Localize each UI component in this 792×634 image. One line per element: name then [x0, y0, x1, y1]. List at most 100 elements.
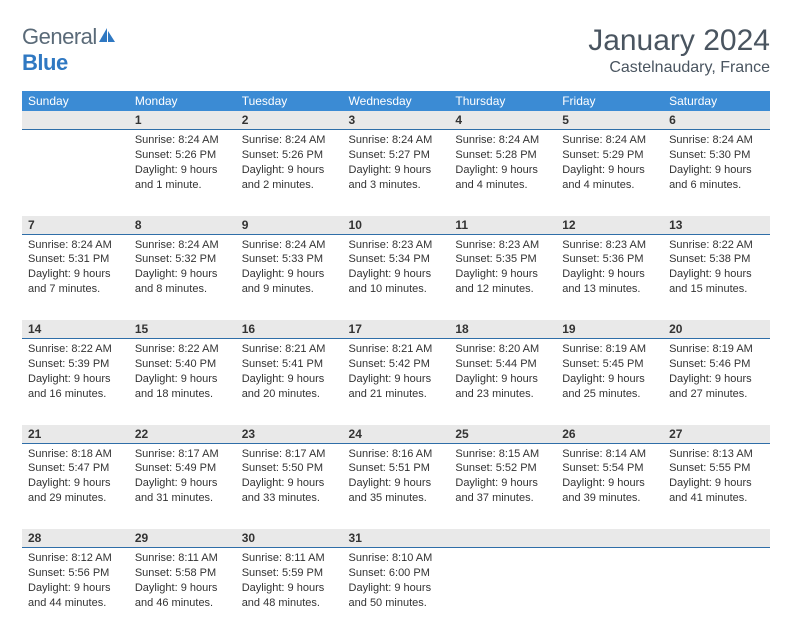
sunset-text: Sunset: 5:40 PM — [135, 357, 230, 372]
day-number — [449, 529, 556, 548]
day-cell: Sunrise: 8:17 AMSunset: 5:50 PMDaylight:… — [236, 443, 343, 529]
day-cell: Sunrise: 8:13 AMSunset: 5:55 PMDaylight:… — [663, 443, 770, 529]
day-detail: Sunrise: 8:23 AMSunset: 5:34 PMDaylight:… — [343, 235, 450, 303]
day-number: 13 — [663, 216, 770, 235]
daylight-text: Daylight: 9 hours and 7 minutes. — [28, 267, 123, 297]
day-number — [556, 529, 663, 548]
sunset-text: Sunset: 5:54 PM — [562, 461, 657, 476]
day-number: 22 — [129, 425, 236, 444]
sunset-text: Sunset: 6:00 PM — [349, 566, 444, 581]
weekday-heading: Friday — [556, 91, 663, 111]
sunrise-text: Sunrise: 8:18 AM — [28, 447, 123, 462]
day-number: 25 — [449, 425, 556, 444]
sunset-text: Sunset: 5:38 PM — [669, 252, 764, 267]
day-cell — [663, 548, 770, 634]
sunrise-text: Sunrise: 8:22 AM — [669, 238, 764, 253]
sunrise-text: Sunrise: 8:11 AM — [242, 551, 337, 566]
daylight-text: Daylight: 9 hours and 31 minutes. — [135, 476, 230, 506]
day-detail: Sunrise: 8:17 AMSunset: 5:50 PMDaylight:… — [236, 444, 343, 512]
day-detail: Sunrise: 8:12 AMSunset: 5:56 PMDaylight:… — [22, 548, 129, 616]
sunset-text: Sunset: 5:55 PM — [669, 461, 764, 476]
daylight-text: Daylight: 9 hours and 8 minutes. — [135, 267, 230, 297]
day-detail: Sunrise: 8:24 AMSunset: 5:28 PMDaylight:… — [449, 130, 556, 198]
sunset-text: Sunset: 5:34 PM — [349, 252, 444, 267]
day-detail: Sunrise: 8:24 AMSunset: 5:32 PMDaylight:… — [129, 235, 236, 303]
day-detail: Sunrise: 8:20 AMSunset: 5:44 PMDaylight:… — [449, 339, 556, 407]
day-number: 7 — [22, 216, 129, 235]
daylight-text: Daylight: 9 hours and 3 minutes. — [349, 163, 444, 193]
daylight-text: Daylight: 9 hours and 50 minutes. — [349, 581, 444, 611]
daylight-text: Daylight: 9 hours and 9 minutes. — [242, 267, 337, 297]
day-number: 30 — [236, 529, 343, 548]
day-cell: Sunrise: 8:24 AMSunset: 5:31 PMDaylight:… — [22, 234, 129, 320]
day-cell: Sunrise: 8:10 AMSunset: 6:00 PMDaylight:… — [343, 548, 450, 634]
day-detail: Sunrise: 8:22 AMSunset: 5:39 PMDaylight:… — [22, 339, 129, 407]
day-number: 26 — [556, 425, 663, 444]
sunrise-text: Sunrise: 8:13 AM — [669, 447, 764, 462]
day-number: 28 — [22, 529, 129, 548]
daylight-text: Daylight: 9 hours and 20 minutes. — [242, 372, 337, 402]
sunset-text: Sunset: 5:51 PM — [349, 461, 444, 476]
sunset-text: Sunset: 5:32 PM — [135, 252, 230, 267]
day-number-row: 14151617181920 — [22, 320, 770, 339]
day-cell: Sunrise: 8:12 AMSunset: 5:56 PMDaylight:… — [22, 548, 129, 634]
calendar-table: Sunday Monday Tuesday Wednesday Thursday… — [22, 91, 770, 634]
daylight-text: Daylight: 9 hours and 10 minutes. — [349, 267, 444, 297]
day-number: 2 — [236, 111, 343, 130]
day-detail: Sunrise: 8:24 AMSunset: 5:26 PMDaylight:… — [236, 130, 343, 198]
day-number: 15 — [129, 320, 236, 339]
day-detail: Sunrise: 8:23 AMSunset: 5:35 PMDaylight:… — [449, 235, 556, 303]
day-cell: Sunrise: 8:22 AMSunset: 5:38 PMDaylight:… — [663, 234, 770, 320]
sunrise-text: Sunrise: 8:24 AM — [562, 133, 657, 148]
day-cell: Sunrise: 8:11 AMSunset: 5:58 PMDaylight:… — [129, 548, 236, 634]
sunrise-text: Sunrise: 8:24 AM — [242, 238, 337, 253]
day-number: 1 — [129, 111, 236, 130]
day-detail: Sunrise: 8:11 AMSunset: 5:59 PMDaylight:… — [236, 548, 343, 616]
daylight-text: Daylight: 9 hours and 46 minutes. — [135, 581, 230, 611]
daylight-text: Daylight: 9 hours and 18 minutes. — [135, 372, 230, 402]
sunrise-text: Sunrise: 8:24 AM — [28, 238, 123, 253]
logo-text-1: General — [22, 24, 97, 49]
sunrise-text: Sunrise: 8:17 AM — [135, 447, 230, 462]
day-number: 9 — [236, 216, 343, 235]
daylight-text: Daylight: 9 hours and 44 minutes. — [28, 581, 123, 611]
day-details-row: Sunrise: 8:22 AMSunset: 5:39 PMDaylight:… — [22, 339, 770, 425]
day-number-row: 28293031 — [22, 529, 770, 548]
daylight-text: Daylight: 9 hours and 37 minutes. — [455, 476, 550, 506]
day-number: 20 — [663, 320, 770, 339]
sunrise-text: Sunrise: 8:12 AM — [28, 551, 123, 566]
day-detail: Sunrise: 8:24 AMSunset: 5:30 PMDaylight:… — [663, 130, 770, 198]
day-number: 11 — [449, 216, 556, 235]
day-number: 19 — [556, 320, 663, 339]
day-detail: Sunrise: 8:21 AMSunset: 5:41 PMDaylight:… — [236, 339, 343, 407]
day-cell: Sunrise: 8:23 AMSunset: 5:36 PMDaylight:… — [556, 234, 663, 320]
sunset-text: Sunset: 5:56 PM — [28, 566, 123, 581]
daylight-text: Daylight: 9 hours and 41 minutes. — [669, 476, 764, 506]
sunset-text: Sunset: 5:26 PM — [135, 148, 230, 163]
day-detail: Sunrise: 8:24 AMSunset: 5:26 PMDaylight:… — [129, 130, 236, 198]
daylight-text: Daylight: 9 hours and 25 minutes. — [562, 372, 657, 402]
sunset-text: Sunset: 5:46 PM — [669, 357, 764, 372]
day-cell: Sunrise: 8:21 AMSunset: 5:42 PMDaylight:… — [343, 339, 450, 425]
sunrise-text: Sunrise: 8:24 AM — [669, 133, 764, 148]
sunrise-text: Sunrise: 8:21 AM — [349, 342, 444, 357]
weekday-heading: Sunday — [22, 91, 129, 111]
day-cell — [556, 548, 663, 634]
day-detail: Sunrise: 8:13 AMSunset: 5:55 PMDaylight:… — [663, 444, 770, 512]
day-cell: Sunrise: 8:19 AMSunset: 5:45 PMDaylight:… — [556, 339, 663, 425]
sunrise-text: Sunrise: 8:22 AM — [135, 342, 230, 357]
day-detail: Sunrise: 8:24 AMSunset: 5:27 PMDaylight:… — [343, 130, 450, 198]
sunset-text: Sunset: 5:59 PM — [242, 566, 337, 581]
day-cell: Sunrise: 8:15 AMSunset: 5:52 PMDaylight:… — [449, 443, 556, 529]
sunset-text: Sunset: 5:30 PM — [669, 148, 764, 163]
title-block: January 2024 Castelnaudary, France — [588, 24, 770, 77]
sunrise-text: Sunrise: 8:14 AM — [562, 447, 657, 462]
daylight-text: Daylight: 9 hours and 13 minutes. — [562, 267, 657, 297]
sunrise-text: Sunrise: 8:19 AM — [669, 342, 764, 357]
daylight-text: Daylight: 9 hours and 6 minutes. — [669, 163, 764, 193]
daylight-text: Daylight: 9 hours and 33 minutes. — [242, 476, 337, 506]
day-number — [663, 529, 770, 548]
daylight-text: Daylight: 9 hours and 35 minutes. — [349, 476, 444, 506]
day-detail: Sunrise: 8:15 AMSunset: 5:52 PMDaylight:… — [449, 444, 556, 512]
day-number: 18 — [449, 320, 556, 339]
